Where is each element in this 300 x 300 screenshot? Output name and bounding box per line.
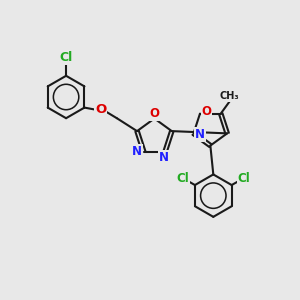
Text: N: N [195,128,205,141]
Text: CH₃: CH₃ [220,91,239,101]
Text: Cl: Cl [176,172,189,185]
Text: O: O [202,105,212,118]
Text: N: N [132,145,142,158]
Text: Cl: Cl [59,51,73,64]
Text: N: N [159,151,169,164]
Text: O: O [95,103,106,116]
Text: O: O [149,107,159,120]
Text: Cl: Cl [238,172,250,185]
